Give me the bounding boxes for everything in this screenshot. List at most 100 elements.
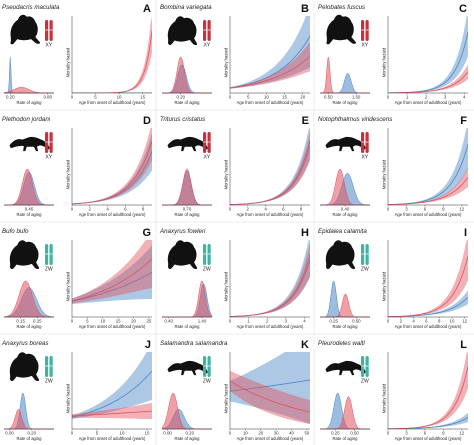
female-hazard-band	[230, 131, 310, 205]
age-tick-label: 10	[120, 431, 125, 436]
female-rate-density	[4, 168, 54, 206]
age-tick-label: 1	[406, 95, 409, 100]
female-hazard-band	[72, 240, 152, 304]
age-tick-label: 15	[282, 95, 287, 100]
sex-chromosome-icon	[361, 132, 369, 153]
chromosome-1	[361, 244, 365, 265]
animal-silhouette	[9, 136, 50, 152]
panel-letter: E	[302, 115, 309, 127]
chromosome-1	[45, 20, 49, 41]
chromosome-1	[203, 20, 207, 41]
sex-system-label: ZW	[45, 379, 53, 385]
age-axis-label: Age from onset of adulthood (years)	[395, 324, 462, 329]
chromosome-1	[45, 132, 49, 153]
age-tick-label: 6	[425, 319, 428, 324]
female-hazard-line	[72, 410, 152, 417]
female-hazard-line	[72, 258, 152, 302]
chromosome-1	[45, 356, 49, 377]
animal-silhouette	[325, 240, 356, 270]
hazard-area	[72, 16, 152, 93]
rate-axis-label: Rate of aging	[333, 100, 359, 105]
rate-tick-label: 1.40	[198, 319, 207, 324]
species-name: Notophthalmus viridescens	[318, 116, 392, 123]
panel-letter: D	[143, 115, 151, 127]
hazard-area	[72, 352, 152, 420]
rate-axis-label: Rate of aging	[175, 100, 201, 105]
hazard-axis-label: Mortality hazard	[382, 271, 387, 301]
age-tick-label: 4	[412, 319, 415, 324]
species-name: Pleurodeles waltl	[318, 340, 365, 347]
age-tick-label: 10	[450, 319, 455, 324]
chromosome-1	[203, 356, 207, 377]
rate-axis-label: Rate of aging	[175, 324, 201, 329]
hazard-axis-label: Mortality hazard	[224, 159, 229, 189]
female-hazard-line	[230, 380, 310, 413]
hazard-area	[72, 128, 152, 205]
female-rate-density	[3, 280, 55, 318]
sex-chromosome-icon	[203, 132, 211, 153]
rate-tick-label: 0.25	[329, 319, 338, 324]
hazard-area	[388, 352, 468, 429]
sex-system-label: XY	[203, 155, 210, 161]
male-hazard-line	[72, 271, 152, 302]
rate-tick-label: 0.80	[43, 95, 52, 100]
age-tick-label: 1	[247, 319, 250, 324]
hazard-area	[230, 128, 310, 205]
rate-tick-label: 0.15	[16, 319, 25, 324]
sex-chromosome-icon	[361, 20, 369, 41]
rate-tick-label: 0.40	[341, 207, 350, 212]
chromosome-2	[365, 132, 369, 153]
animal-silhouette	[167, 360, 208, 376]
species-name: Triturus cristatus	[160, 116, 205, 123]
chromosome-2	[365, 20, 369, 41]
male-hazard-band	[230, 352, 310, 425]
age-axis-label: Age from onset of adulthood (years)	[237, 436, 304, 441]
sex-chromosome-icon	[45, 132, 53, 153]
female-rate-density	[320, 168, 370, 206]
age-tick-label: 6	[424, 431, 427, 436]
animal-silhouette	[9, 240, 40, 270]
age-tick-label: 20	[300, 95, 305, 100]
sex-chromosome-icon	[203, 244, 211, 265]
panel-letter: I	[464, 227, 467, 239]
age-axis-label: Age from onset of adulthood (years)	[237, 100, 304, 105]
age-tick-label: 6	[424, 207, 427, 212]
rate-tick-label: 0.25	[331, 431, 340, 436]
rate-tick-label: 0.20	[186, 431, 195, 436]
rate-axis-label: Rate of aging	[333, 324, 359, 329]
chromosome-1	[203, 132, 207, 153]
sex-system-label: XY	[361, 155, 368, 161]
chromosome-2	[207, 244, 211, 265]
chromosome-2	[49, 244, 53, 265]
animal-silhouette	[325, 360, 366, 376]
male-hazard-line	[230, 379, 310, 392]
animal-silhouette	[10, 14, 41, 45]
hazard-axis-label: Mortality hazard	[224, 271, 229, 301]
hazard-axis-label: Mortality hazard	[66, 271, 71, 301]
male-hazard-line	[72, 370, 152, 418]
hazard-area	[388, 128, 468, 205]
sex-system-label: ZW	[45, 267, 53, 273]
chromosome-1	[203, 244, 207, 265]
age-tick-label: 4	[264, 207, 267, 212]
sex-system-label: ZW	[203, 379, 211, 385]
rate-tick-label: 0.20	[176, 95, 185, 100]
rate-tick-label: 1.50	[352, 95, 361, 100]
age-tick-label: 9	[442, 207, 445, 212]
age-tick-label: 30	[274, 431, 279, 436]
species-name: Anaxyrus boreas	[1, 340, 48, 347]
chromosome-2	[365, 244, 369, 265]
panel-letter: C	[459, 3, 467, 15]
chromosome-2	[207, 132, 211, 153]
chromosome-2	[207, 20, 211, 41]
rate-tick-label: 0.40	[164, 319, 173, 324]
age-tick-label: 0	[229, 207, 232, 212]
rate-axis-label: Rate of aging	[175, 212, 201, 217]
sex-chromosome-icon	[45, 20, 53, 41]
